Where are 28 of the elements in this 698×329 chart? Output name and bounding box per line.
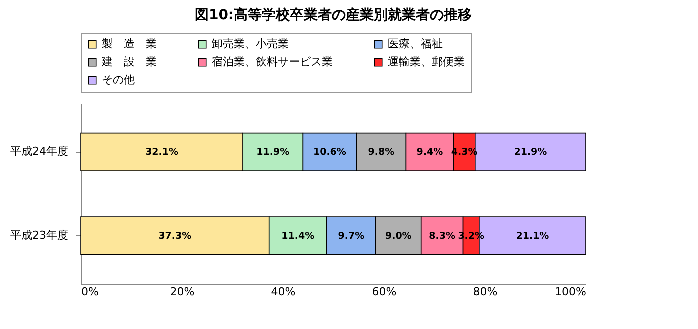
- x-tick-label: 20%: [170, 286, 195, 298]
- x-tick-label: 0%: [82, 286, 99, 298]
- x-tick-label: 80%: [473, 286, 498, 298]
- data-label: 11.4%: [282, 230, 316, 242]
- chart-title: 図10:高等学校卒業者の産業別就業者の推移: [194, 6, 472, 24]
- x-tick-label: 100%: [555, 286, 586, 298]
- data-label: 37.3%: [158, 230, 192, 242]
- data-label: 8.3%: [429, 230, 456, 242]
- y-tick-label: 平成23年度: [10, 228, 68, 242]
- legend-label: その他: [102, 74, 135, 86]
- legend-label: 医療、福祉: [388, 38, 443, 51]
- data-label: 9.8%: [368, 147, 396, 158]
- data-label: 9.7%: [338, 230, 366, 242]
- x-tick-label: 40%: [271, 286, 296, 298]
- legend-label: 製 造 業: [102, 38, 157, 51]
- legend-label: 卸売業、小売業: [212, 38, 289, 51]
- data-label: 11.9%: [256, 147, 290, 158]
- data-label: 32.1%: [146, 147, 180, 158]
- data-label: 10.6%: [313, 147, 347, 158]
- legend-label: 建 設 業: [101, 56, 157, 68]
- data-label: 9.4%: [416, 147, 444, 158]
- x-tick-label: 60%: [372, 286, 397, 298]
- legend-label: 運輸業、郵便業: [388, 56, 465, 68]
- data-label: 21.9%: [514, 147, 548, 158]
- data-label: 9.0%: [385, 230, 412, 242]
- data-label: 21.1%: [516, 230, 550, 242]
- y-tick-label: 平成24年度: [10, 145, 68, 158]
- legend-label: 宿泊業、飲料サービス業: [212, 56, 333, 68]
